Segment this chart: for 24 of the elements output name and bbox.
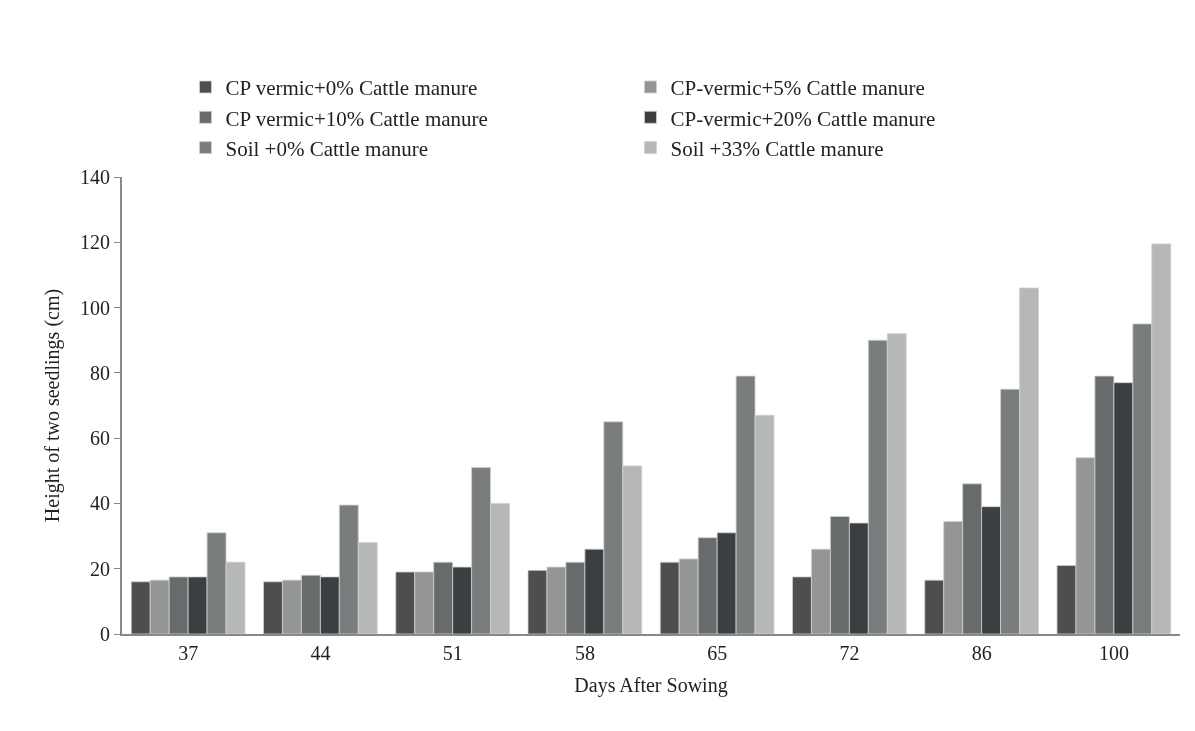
y-tick-label: 140 (80, 166, 110, 188)
x-tick-label: 72 (839, 642, 860, 664)
y-tick-label: 0 (100, 623, 110, 645)
x-tick-label: 51 (442, 642, 463, 664)
legend-label: Soil +0% Cattle manure (225, 136, 429, 161)
legend-label: CP vermic+10% Cattle manure (225, 106, 488, 131)
legend-label: Soil +33% Cattle manure (670, 136, 884, 161)
y-tick-label: 40 (90, 492, 110, 515)
legend-label: CP vermic+0% Cattle manure (225, 76, 478, 101)
x-tick-label: 100 (1098, 642, 1129, 664)
y-tick-label: 100 (80, 296, 110, 319)
legend-label: CP-vermic+20% Cattle manure (670, 106, 936, 131)
x-tick-label: 86 (971, 642, 992, 664)
x-tick-label: 58 (574, 642, 595, 664)
y-tick-label: 120 (80, 231, 110, 254)
y-tick-label: 60 (90, 427, 110, 450)
x-tick-label: 44 (310, 642, 331, 664)
y-axis-title: Height of two seedlings (cm) (41, 288, 64, 523)
y-tick-label: 80 (90, 361, 110, 384)
legend-label: CP-vermic+5% Cattle manure (670, 76, 925, 101)
x-tick-label: 37 (178, 642, 199, 664)
y-tick-label: 20 (90, 557, 110, 580)
x-tick-label: 65 (707, 642, 728, 664)
x-axis-title: Days After Sowing (574, 674, 728, 697)
